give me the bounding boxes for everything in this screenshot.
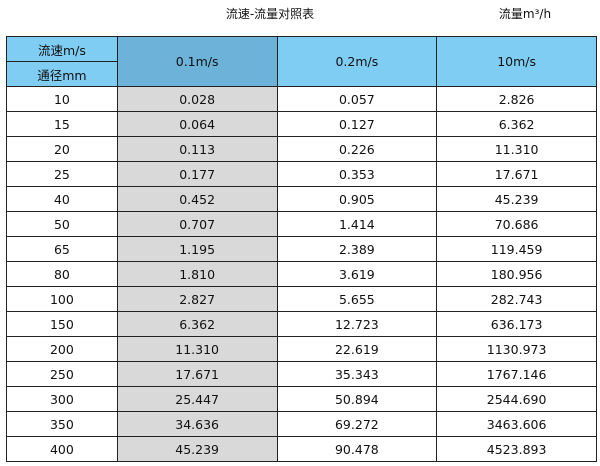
flow-cell: 69.272 xyxy=(276,411,438,437)
flow-cell: 22.619 xyxy=(276,336,438,362)
flow-cell: 0.905 xyxy=(276,186,438,212)
header-col-0: 0.1m/s xyxy=(116,36,278,87)
flow-cell: 636.173 xyxy=(436,311,597,337)
flow-cell: 0.226 xyxy=(276,136,438,162)
diameter-cell: 65 xyxy=(6,236,118,262)
flow-cell: 50.894 xyxy=(276,386,438,412)
table-row: 10 0.028 0.057 2.826 xyxy=(6,86,597,112)
flow-cell: 0.127 xyxy=(276,111,438,137)
flow-cell: 180.956 xyxy=(436,261,597,287)
flow-cell: 70.686 xyxy=(436,211,597,237)
table-row: 300 25.447 50.894 2544.690 xyxy=(6,386,597,412)
flow-cell: 2.826 xyxy=(436,86,597,112)
diameter-cell: 10 xyxy=(6,86,118,112)
flow-cell: 0.057 xyxy=(276,86,438,112)
unit-label: 流量m³/h xyxy=(498,7,552,21)
flow-cell: 0.353 xyxy=(276,161,438,187)
flow-cell: 0.113 xyxy=(116,136,278,162)
flow-cell: 2544.690 xyxy=(436,386,597,412)
flow-cell: 11.310 xyxy=(436,136,597,162)
flow-cell: 0.064 xyxy=(116,111,278,137)
table-row: 80 1.810 3.619 180.956 xyxy=(6,261,597,287)
diameter-cell: 300 xyxy=(6,386,118,412)
table-title: 流速-流量对照表 xyxy=(225,7,315,21)
flow-cell: 0.707 xyxy=(116,211,278,237)
diameter-cell: 15 xyxy=(6,111,118,137)
flow-cell: 1.810 xyxy=(116,261,278,287)
flow-cell: 12.723 xyxy=(276,311,438,337)
flow-cell: 90.478 xyxy=(276,436,438,462)
flow-cell: 34.636 xyxy=(116,411,278,437)
speed-label: 流速m/s xyxy=(6,36,118,62)
diameter-cell: 50 xyxy=(6,211,118,237)
flow-cell: 17.671 xyxy=(436,161,597,187)
table-row: 200 11.310 22.619 1130.973 xyxy=(6,336,597,362)
flow-cell: 3.619 xyxy=(276,261,438,287)
flow-cell: 45.239 xyxy=(116,436,278,462)
diameter-cell: 350 xyxy=(6,411,118,437)
flow-cell: 0.452 xyxy=(116,186,278,212)
diameter-label: 通径mm xyxy=(6,61,118,87)
flow-cell: 11.310 xyxy=(116,336,278,362)
diameter-cell: 200 xyxy=(6,336,118,362)
diameter-cell: 40 xyxy=(6,186,118,212)
flow-cell: 1130.973 xyxy=(436,336,597,362)
flow-cell: 45.239 xyxy=(436,186,597,212)
flow-cell: 2.827 xyxy=(116,286,278,312)
table-row: 20 0.113 0.226 11.310 xyxy=(6,136,597,162)
flow-cell: 6.362 xyxy=(116,311,278,337)
flow-cell: 3463.606 xyxy=(436,411,597,437)
flow-cell: 35.343 xyxy=(276,361,438,387)
table-row: 350 34.636 69.272 3463.606 xyxy=(6,411,597,437)
table-row: 25 0.177 0.353 17.671 xyxy=(6,161,597,187)
table-row: 100 2.827 5.655 282.743 xyxy=(6,286,597,312)
table-row: 150 6.362 12.723 636.173 xyxy=(6,311,597,337)
header-col-1: 0.2m/s xyxy=(276,36,438,87)
table-row: 400 45.239 90.478 4523.893 xyxy=(6,436,597,462)
diameter-cell: 80 xyxy=(6,261,118,287)
flow-cell: 119.459 xyxy=(436,236,597,262)
table-row: 50 0.707 1.414 70.686 xyxy=(6,211,597,237)
table-row: 15 0.064 0.127 6.362 xyxy=(6,111,597,137)
flow-cell: 1.414 xyxy=(276,211,438,237)
diameter-cell: 25 xyxy=(6,161,118,187)
table-row: 250 17.671 35.343 1767.146 xyxy=(6,361,597,387)
diameter-cell: 20 xyxy=(6,136,118,162)
table-row: 65 1.195 2.389 119.459 xyxy=(6,236,597,262)
flow-table: 流速m/s 0.1m/s 0.2m/s 10m/s 通径mm 10 0.028 0.… xyxy=(6,36,597,462)
flow-cell: 4523.893 xyxy=(436,436,597,462)
flow-cell: 5.655 xyxy=(276,286,438,312)
flow-cell: 0.028 xyxy=(116,86,278,112)
diameter-cell: 150 xyxy=(6,311,118,337)
table-row: 40 0.452 0.905 45.239 xyxy=(6,186,597,212)
flow-cell: 282.743 xyxy=(436,286,597,312)
flow-cell: 6.362 xyxy=(436,111,597,137)
flow-cell: 25.447 xyxy=(116,386,278,412)
diameter-cell: 100 xyxy=(6,286,118,312)
flow-cell: 1767.146 xyxy=(436,361,597,387)
diameter-cell: 250 xyxy=(6,361,118,387)
flow-cell: 2.389 xyxy=(276,236,438,262)
flow-cell: 1.195 xyxy=(116,236,278,262)
diameter-cell: 400 xyxy=(6,436,118,462)
flow-cell: 0.177 xyxy=(116,161,278,187)
flow-cell: 17.671 xyxy=(116,361,278,387)
header-col-2: 10m/s xyxy=(436,36,597,87)
